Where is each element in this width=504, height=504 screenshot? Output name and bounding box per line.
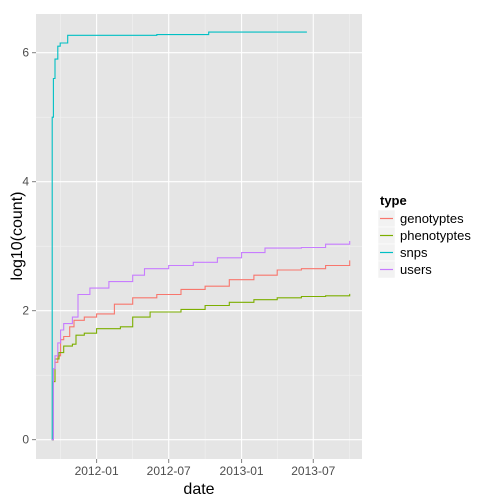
legend: genotyptes phenotyptes snps users <box>377 209 471 279</box>
y-axis-ticks: 0 2 4 6 <box>22 46 36 447</box>
legend-label-genotyptes: genotyptes <box>400 211 464 226</box>
x-tick-label: 2012-07 <box>147 464 191 478</box>
y-tick-label: 4 <box>22 175 29 189</box>
plot-panel <box>36 14 362 459</box>
y-tick-label: 0 <box>22 433 29 447</box>
major-gridlines <box>36 14 362 459</box>
series-line-users <box>51 241 351 441</box>
y-tick-label: 6 <box>22 46 29 60</box>
series-lines <box>51 31 351 441</box>
series-line-phenotyptes <box>51 293 351 441</box>
legend-label-snps: snps <box>400 245 428 260</box>
legend-title: type <box>380 193 407 208</box>
x-tick-label: 2012-01 <box>75 464 119 478</box>
y-tick-label: 2 <box>22 304 29 318</box>
legend-label-users: users <box>400 262 432 277</box>
x-tick-label: 2013-01 <box>220 464 264 478</box>
series-line-genotyptes <box>51 260 351 441</box>
x-axis-ticks: 2012-01 2012-07 2013-01 2013-07 <box>75 459 336 478</box>
x-tick-label: 2013-07 <box>291 464 335 478</box>
minor-gridlines <box>36 14 362 459</box>
y-axis-title: log10(count) <box>9 192 26 281</box>
x-axis-title: date <box>183 481 214 498</box>
legend-label-phenotyptes: phenotyptes <box>400 228 471 243</box>
series-line-snps <box>51 31 307 441</box>
